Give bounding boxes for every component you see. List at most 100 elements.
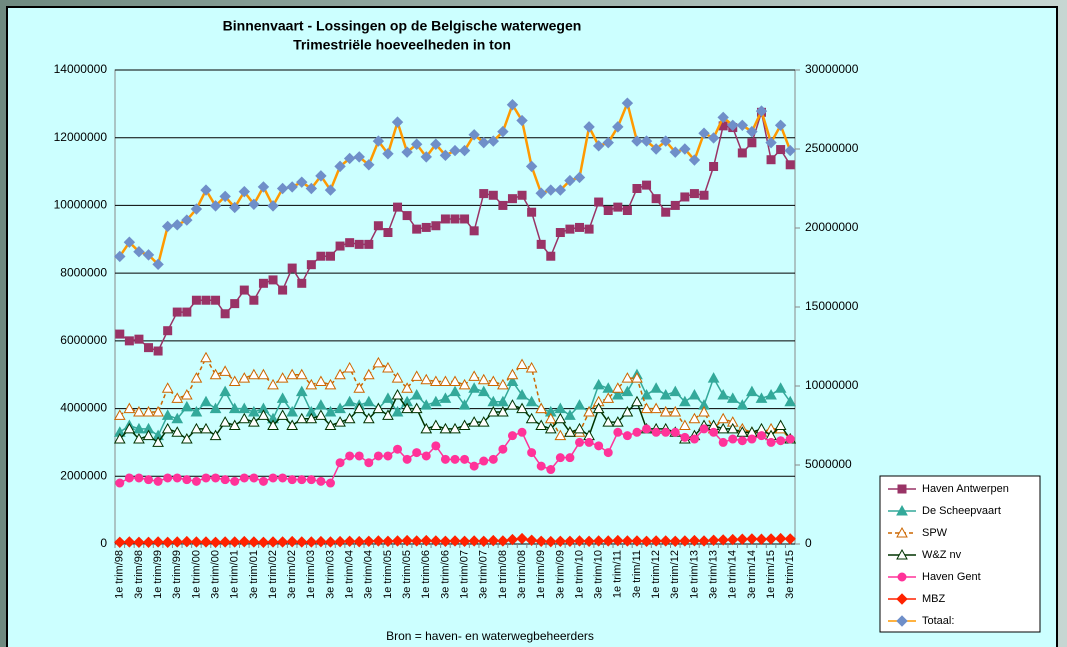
data-point: [354, 239, 364, 249]
data-point: [679, 419, 691, 430]
data-point: [268, 275, 278, 285]
y2-tick-label: 0: [805, 536, 812, 550]
data-point: [516, 402, 528, 414]
data-point: [144, 475, 154, 485]
data-point: [784, 144, 796, 157]
data-point: [382, 535, 394, 547]
data-point: [420, 373, 433, 385]
data-point: [286, 181, 298, 193]
data-point: [746, 533, 758, 545]
legend-swatch-marker: [896, 504, 908, 516]
data-point: [516, 388, 528, 400]
data-point: [209, 429, 222, 441]
data-point: [544, 422, 557, 434]
data-point: [774, 419, 787, 430]
data-point: [230, 476, 240, 486]
data-point: [583, 121, 595, 133]
data-point: [276, 372, 289, 383]
data-point: [153, 346, 163, 356]
data-point: [698, 405, 710, 417]
data-point: [334, 535, 346, 548]
data-point: [181, 535, 193, 548]
data-point: [201, 473, 211, 483]
data-point: [410, 370, 423, 381]
data-point: [228, 419, 241, 430]
data-point: [382, 409, 394, 420]
data-point: [613, 202, 623, 212]
data-point: [642, 180, 652, 190]
data-point: [123, 402, 136, 414]
data-point: [699, 424, 709, 434]
data-point: [439, 392, 452, 403]
data-point: [316, 251, 326, 261]
data-point: [575, 222, 585, 232]
data-point: [410, 402, 423, 414]
data-point: [640, 388, 653, 400]
data-point: [709, 161, 719, 171]
data-point: [200, 184, 212, 196]
data-point: [698, 127, 710, 139]
data-point: [144, 343, 154, 353]
data-point: [152, 405, 164, 417]
legend: [879, 475, 1041, 633]
data-point: [171, 219, 183, 231]
data-point: [268, 473, 278, 483]
data-point: [774, 532, 787, 545]
y2-tick-label: 25000000: [805, 141, 859, 155]
data-point: [651, 427, 661, 437]
data-point: [487, 375, 500, 386]
data-point: [267, 419, 279, 430]
data-point: [410, 138, 423, 150]
data-point: [343, 152, 356, 165]
data-point: [573, 422, 586, 434]
data-point: [439, 149, 452, 162]
data-point: [449, 144, 461, 157]
data-point: [181, 214, 193, 226]
data-point: [449, 422, 461, 434]
data-point: [621, 385, 634, 397]
y-tick-label: 10000000: [54, 198, 108, 212]
data-point: [488, 454, 498, 464]
data-point: [306, 475, 316, 485]
data-point: [592, 378, 605, 390]
data-point: [458, 144, 471, 157]
data-point: [737, 436, 747, 446]
data-point: [785, 160, 795, 170]
data-point: [163, 326, 173, 336]
data-point: [650, 402, 662, 414]
data-point: [324, 184, 337, 196]
data-point: [295, 412, 308, 424]
x-tick-label: 3e trim/11: [631, 550, 643, 598]
x-tick-label: 3e trim/99: [171, 550, 183, 599]
data-point: [573, 171, 586, 184]
data-point: [670, 200, 680, 210]
data-point: [248, 198, 260, 211]
data-point: [267, 378, 279, 390]
data-point: [707, 372, 720, 383]
data-point: [410, 535, 423, 547]
data-point: [171, 426, 184, 437]
data-point: [315, 170, 327, 182]
data-point: [669, 405, 682, 417]
data-point: [324, 419, 337, 430]
data-point: [152, 258, 164, 271]
data-point: [219, 416, 231, 427]
data-point: [659, 535, 672, 547]
data-point: [736, 119, 749, 132]
data-point: [535, 187, 547, 199]
data-point: [479, 456, 489, 466]
data-point: [372, 402, 385, 414]
data-point: [506, 375, 519, 386]
data-point: [248, 536, 260, 548]
data-point: [354, 451, 364, 461]
data-point: [688, 388, 701, 400]
data-point: [584, 437, 594, 447]
chart-title: Binnenvaart - Lossingen op de Belgische …: [223, 18, 582, 34]
data-point: [594, 197, 604, 207]
data-point: [391, 116, 404, 128]
data-point: [525, 361, 538, 373]
x-tick-label: 1e trim/03: [305, 550, 317, 599]
data-point: [335, 458, 345, 468]
data-point: [296, 536, 308, 548]
